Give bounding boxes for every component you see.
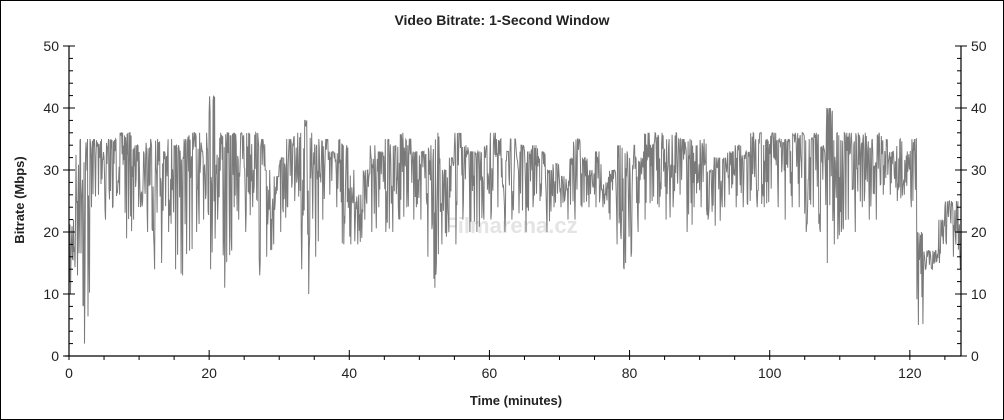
y-tick-label-right: 30	[971, 162, 987, 178]
x-tick-label: 60	[482, 365, 498, 381]
watermark-logo: Filmarena.cz	[444, 213, 577, 238]
y-tick-label-left: 40	[43, 100, 59, 116]
bitrate-line	[68, 95, 962, 344]
x-axis-label: Time (minutes)	[470, 393, 562, 408]
x-tick-label: 80	[622, 365, 638, 381]
x-tick-label: 100	[758, 365, 782, 381]
y-tick-label-right: 50	[971, 38, 987, 54]
y-tick-label-left: 0	[51, 348, 59, 364]
y-tick-label-right: 10	[971, 286, 987, 302]
y-axis-label: Bitrate (Mbps)	[12, 156, 27, 243]
x-tick-label: 40	[341, 365, 357, 381]
y-tick-label-right: 40	[971, 100, 987, 116]
y-tick-label-left: 50	[43, 38, 59, 54]
series-bitrate	[68, 95, 962, 344]
y-tick-label-right: 20	[971, 224, 987, 240]
y-tick-label-left: 10	[43, 286, 59, 302]
x-tick-label: 0	[65, 365, 73, 381]
y-tick-label-left: 20	[43, 224, 59, 240]
chart-title: Video Bitrate: 1-Second Window	[394, 12, 609, 28]
y-tick-label-right: 0	[971, 348, 979, 364]
x-tick-label: 20	[201, 365, 217, 381]
x-tick-label: 120	[898, 365, 922, 381]
y-tick-label-left: 30	[43, 162, 59, 178]
